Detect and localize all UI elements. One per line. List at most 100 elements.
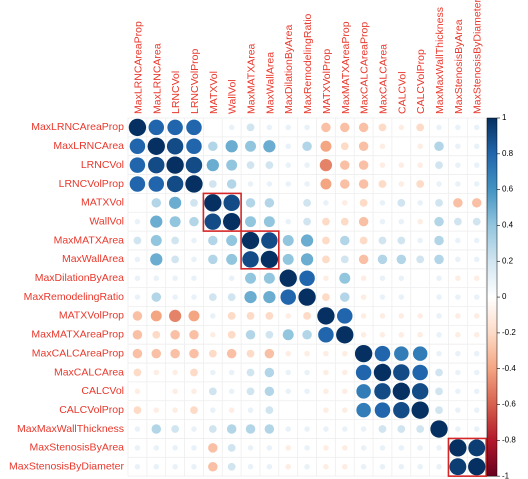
correlation-circle (208, 141, 218, 152)
correlation-circle (210, 407, 216, 413)
row-label: MaxRemodelingRatio (24, 291, 125, 303)
row-label: LRNCVol (81, 159, 124, 171)
row-label: MaxWallArea (62, 253, 124, 265)
correlation-circle (303, 217, 311, 226)
correlation-circle (189, 330, 199, 340)
correlation-circle (412, 346, 428, 361)
correlation-circle (227, 312, 236, 320)
correlation-circle (379, 200, 386, 206)
correlation-circle (285, 463, 291, 470)
correlation-circle (378, 425, 387, 433)
correlation-circle (188, 310, 200, 322)
correlation-circle (436, 124, 442, 131)
correlation-circle (151, 198, 162, 208)
colorbar-tick-label: 0 (502, 292, 507, 301)
correlation-circle (473, 426, 480, 432)
correlation-circle (397, 425, 406, 433)
correlation-circle (227, 330, 236, 339)
correlation-circle (436, 332, 442, 338)
row-label: MaxMATXArea (54, 234, 125, 246)
correlation-circle (374, 383, 391, 400)
correlation-circle (323, 445, 329, 451)
correlation-circle (337, 308, 353, 324)
correlation-circle (336, 326, 354, 344)
correlation-circle (302, 330, 312, 340)
correlation-circle (226, 253, 238, 265)
correlation-circle (377, 254, 388, 265)
correlation-circle (398, 181, 405, 187)
correlation-circle (303, 198, 311, 207)
correlation-circle (356, 402, 371, 418)
correlation-circle (300, 234, 314, 247)
correlation-circle (358, 254, 369, 265)
correlation-circle (340, 292, 350, 302)
correlation-circle (285, 162, 291, 168)
row-label: MATXVolProp (59, 310, 124, 322)
correlation-circle (473, 181, 480, 187)
correlation-circle (340, 217, 349, 226)
correlation-circle (280, 289, 296, 305)
correlation-circle (302, 141, 312, 152)
correlation-circle (263, 216, 275, 228)
correlation-circle (261, 232, 278, 249)
correlation-circle (374, 345, 391, 362)
correlation-circle (132, 311, 143, 321)
correlation-circle (322, 255, 330, 264)
cluster-box (447, 437, 487, 477)
correlation-circle (247, 407, 254, 413)
correlation-circle (319, 158, 333, 172)
cluster-box (240, 230, 280, 270)
correlation-circle (304, 426, 310, 432)
correlation-circle (153, 463, 160, 470)
correlation-circle (223, 213, 241, 231)
correlation-circle (453, 198, 463, 208)
correlation-circle (150, 253, 163, 266)
correlation-circle (455, 332, 461, 338)
column-label: MaxLRNCArea (151, 43, 163, 114)
correlation-circle (172, 369, 178, 376)
correlation-circle (453, 217, 462, 226)
correlation-circle (455, 124, 461, 131)
column-label: MaxRemodelingRatio (302, 13, 314, 114)
correlation-circle (436, 463, 442, 470)
correlation-circle (208, 254, 218, 265)
correlation-circle (170, 348, 180, 359)
correlation-circle (358, 216, 369, 227)
correlation-circle (241, 231, 260, 250)
correlation-circle (228, 369, 235, 376)
correlation-circle (282, 253, 294, 265)
correlation-circle (247, 181, 254, 187)
correlation-circle (473, 350, 480, 357)
correlation-circle (379, 332, 386, 338)
correlation-circle (449, 439, 467, 457)
correlation-circle (398, 313, 405, 319)
correlation-circle (128, 118, 147, 137)
correlation-circle (300, 253, 314, 266)
correlation-circle (398, 445, 405, 451)
correlation-circle (436, 350, 442, 357)
correlation-circle (134, 275, 141, 281)
correlation-circle (246, 349, 255, 358)
colorbar-tick-label: 0.8 (502, 149, 514, 158)
correlation-circle (129, 138, 146, 155)
column-label: WallVol (227, 79, 239, 114)
correlation-circle (191, 237, 197, 244)
correlation-circle (245, 272, 257, 284)
correlation-circle (340, 179, 350, 189)
correlation-circle (455, 388, 461, 395)
correlation-circle (322, 293, 330, 301)
correlation-circle (378, 180, 387, 188)
correlation-circle (342, 388, 348, 395)
correlation-circle (320, 178, 332, 190)
correlation-circle (285, 218, 291, 225)
correlation-circle (323, 407, 329, 413)
correlation-circle (247, 445, 254, 451)
correlation-circle (264, 348, 275, 359)
correlation-circle (246, 123, 255, 132)
correlation-circle (208, 235, 218, 246)
correlation-circle (435, 368, 443, 377)
correlation-circle (168, 309, 182, 323)
correlation-circle (265, 330, 274, 339)
correlation-circle (191, 388, 197, 395)
correlation-circle (151, 424, 162, 434)
